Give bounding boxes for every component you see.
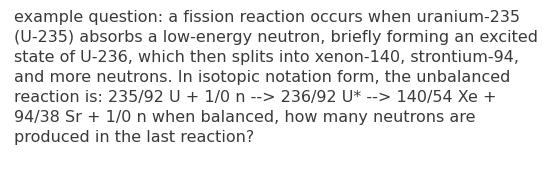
Text: example question: a fission reaction occurs when uranium-235
(U-235) absorbs a l: example question: a fission reaction occ… [14,10,538,145]
